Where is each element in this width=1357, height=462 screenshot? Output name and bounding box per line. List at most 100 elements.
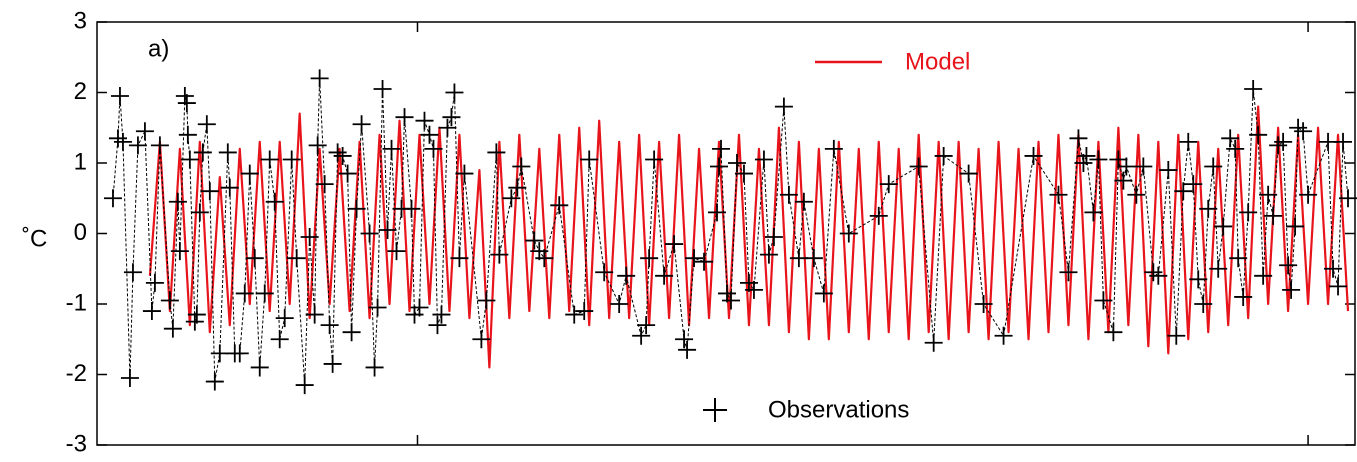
observation-marker <box>187 305 206 324</box>
observation-marker <box>205 372 224 391</box>
observation-marker <box>382 139 401 158</box>
observation-marker <box>1144 263 1163 282</box>
observation-marker <box>824 139 843 158</box>
y-tick-label: -1 <box>66 289 87 316</box>
observation-marker <box>287 249 306 268</box>
observation-marker <box>934 146 953 165</box>
observation-marker <box>185 312 204 331</box>
observation-marker <box>1194 295 1213 313</box>
observation-marker <box>1239 203 1258 222</box>
observation-marker <box>250 358 269 377</box>
observation-marker <box>265 192 284 211</box>
legend-label: Observations <box>768 396 909 423</box>
observation-marker <box>315 175 334 194</box>
observation-marker <box>759 245 778 264</box>
observation-marker <box>275 309 294 328</box>
legend-label: Model <box>905 48 970 75</box>
observation-marker <box>1282 280 1301 299</box>
observation-marker <box>617 266 636 285</box>
observation-marker <box>909 157 928 176</box>
observation-marker <box>974 295 993 313</box>
observation-marker <box>487 143 506 162</box>
observation-marker <box>177 94 196 113</box>
observation-marker <box>230 344 249 363</box>
observation-marker <box>333 146 352 165</box>
observation-marker <box>260 150 279 169</box>
observation-marker <box>295 376 314 395</box>
observation-marker <box>869 206 888 225</box>
observation-marker <box>180 150 199 169</box>
observation-marker <box>565 305 584 324</box>
observation-marker <box>368 298 387 317</box>
observation-marker <box>455 164 474 183</box>
observation-marker <box>445 83 464 102</box>
observation-marker <box>310 69 329 88</box>
observation-marker <box>200 182 219 201</box>
observation-marker <box>764 228 783 247</box>
observation-marker <box>308 136 327 155</box>
observation-marker <box>1179 132 1198 151</box>
observation-marker <box>525 231 544 250</box>
observation-marker <box>734 164 753 183</box>
observation-marker <box>347 199 366 218</box>
observation-marker <box>108 129 127 148</box>
observation-marker <box>1299 185 1318 204</box>
observation-marker <box>387 242 406 261</box>
observation-marker <box>675 330 694 349</box>
observation-marker <box>924 333 943 352</box>
y-tick-label: 1 <box>74 148 87 175</box>
observation-marker <box>1274 132 1293 151</box>
observation-marker <box>595 263 614 282</box>
observation-marker <box>1204 157 1223 176</box>
observation-marker <box>405 305 424 324</box>
observation-marker <box>160 291 179 310</box>
observation-marker <box>665 235 684 254</box>
observation-marker <box>123 263 142 282</box>
observation-marker <box>1226 139 1245 158</box>
observation-marker <box>1184 175 1203 194</box>
observation-marker <box>1259 185 1278 204</box>
observation-marker <box>712 139 731 158</box>
observation-marker <box>994 326 1013 345</box>
observation-marker <box>1109 150 1128 169</box>
observation-marker <box>640 249 659 268</box>
observation-marker <box>754 150 773 169</box>
observation-marker <box>879 175 898 194</box>
observation-marker <box>530 242 549 261</box>
observation-marker <box>839 224 858 243</box>
observation-marker <box>110 87 129 106</box>
observation-marker <box>352 115 371 134</box>
observation-marker <box>710 157 729 176</box>
panel-label: a) <box>148 35 169 62</box>
observation-marker <box>163 319 182 338</box>
observation-marker <box>150 136 169 155</box>
observation-marker <box>128 136 147 155</box>
observation-marker <box>1159 161 1178 180</box>
observation-marker <box>508 178 527 197</box>
observation-marker <box>1089 150 1108 169</box>
observation-marker <box>342 323 361 342</box>
observation-marker <box>1279 256 1298 275</box>
observation-marker <box>1234 287 1253 306</box>
observation-marker <box>365 358 384 377</box>
observation-marker <box>170 242 189 261</box>
observation-marker <box>1127 185 1146 204</box>
y-tick-label: 2 <box>74 78 87 105</box>
observation-marker <box>959 164 978 183</box>
observation-marker <box>1104 323 1123 342</box>
observation-marker <box>1167 326 1186 345</box>
observation-marker <box>282 150 301 169</box>
observation-marker <box>1286 217 1305 236</box>
observation-marker <box>1209 259 1228 278</box>
observation-marker <box>145 273 164 292</box>
observation-marker <box>512 157 531 176</box>
y-tick-label: 0 <box>74 219 87 246</box>
observation-marker <box>1094 291 1113 310</box>
observation-marker <box>320 316 339 335</box>
observation-marker <box>420 125 439 144</box>
model-line <box>148 105 1350 369</box>
observation-marker <box>432 305 451 324</box>
observation-marker <box>490 245 509 264</box>
observation-marker <box>708 203 727 222</box>
